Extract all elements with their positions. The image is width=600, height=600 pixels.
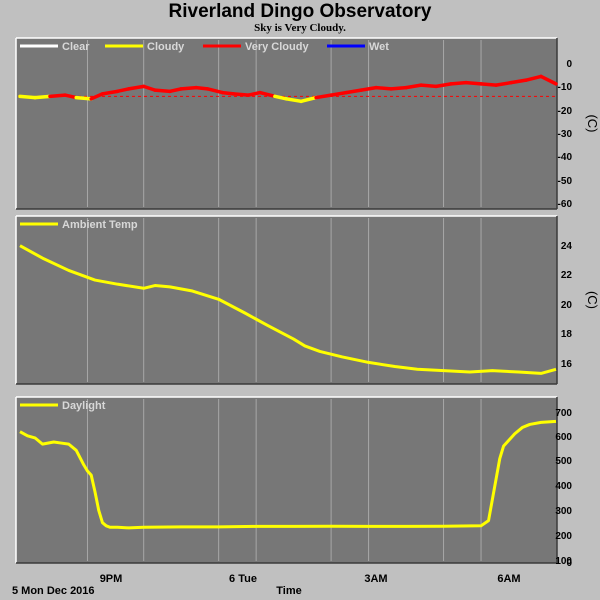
x-tick-label: 6 Tue (229, 573, 257, 585)
series-segment (464, 80, 483, 86)
series-segment (115, 87, 131, 94)
series-segment (329, 90, 348, 97)
legend-label: Ambient Temp (62, 219, 138, 231)
series-segment (153, 88, 172, 94)
y-tick-label: 18 (561, 329, 573, 340)
series-segment (284, 97, 303, 104)
y-tick-label: 400 (555, 481, 572, 492)
series-segment (494, 80, 513, 87)
y-tick-label: 600 (555, 432, 572, 443)
legend-label: Daylight (62, 400, 106, 412)
series-segment (314, 93, 333, 100)
series-segment (434, 82, 453, 89)
series-segment (374, 85, 393, 91)
y-unit-label: (C) (585, 291, 600, 309)
legend-label: Clear (62, 41, 90, 53)
series-segment (449, 80, 468, 86)
series-segment (100, 89, 120, 96)
y-unit-label: (C) (585, 114, 600, 132)
series-line (19, 419, 557, 530)
series-segment (404, 83, 423, 90)
x-axis-start-label: 5 Mon Dec 2016 (12, 585, 95, 597)
series-segment (194, 85, 210, 91)
series-segment (231, 92, 251, 97)
series-segment (509, 78, 528, 85)
y-tick-label: -50 (558, 176, 573, 187)
series-segment (389, 85, 408, 91)
series-segment (63, 93, 78, 100)
chart-title: Riverland Dingo Observatory (168, 1, 432, 22)
series-line (19, 244, 557, 375)
x-axis-label: Time (276, 585, 301, 597)
y-tick-label: 22 (561, 270, 573, 281)
y-tick-label: 0 (566, 59, 572, 70)
series-segment (33, 94, 52, 100)
series-segment (524, 74, 543, 82)
series-segment (344, 88, 363, 95)
ambient-temp-panel: 24 22 20 18 16 (C) Ambient Temp (15, 215, 600, 385)
sky-temp-panel: 0 -10 -20 -30 -40 -50 -60 (C) Clear Cloudy Very Cl… (15, 37, 600, 210)
y-tick-label: 0 (566, 558, 572, 569)
series-segment (141, 84, 157, 92)
y-tick-label: -30 (558, 129, 573, 140)
series-segment (48, 93, 67, 99)
series-segment (179, 85, 198, 91)
panel-background (16, 38, 557, 209)
y-tick-label: -10 (558, 82, 573, 93)
y-tick-label: -60 (558, 199, 573, 210)
y-tick-label: 300 (555, 506, 572, 517)
y-tick-label: 700 (555, 408, 572, 419)
series-segment (246, 90, 262, 97)
series-segment (258, 90, 277, 99)
chart-subtitle: Sky is Very Cloudy. (254, 22, 346, 34)
panel-background (16, 397, 557, 563)
series-segment (74, 95, 93, 101)
x-axis: 5 Mon Dec 2016 Time 9PM 6 Tue 3AM 6AM (12, 573, 521, 597)
panels-layer: 0 -10 -20 -30 -40 -50 -60 (C) Clear Cloudy Very Cl… (15, 37, 600, 569)
series-segment (419, 83, 438, 89)
series-segment (18, 94, 37, 100)
y-tick-label: 16 (561, 359, 573, 370)
series-segment (273, 94, 288, 101)
x-tick-label: 9PM (100, 573, 123, 585)
series-segment (359, 85, 378, 92)
legend-label: Very Cloudy (245, 41, 309, 53)
y-tick-label: 24 (561, 241, 573, 252)
y-tick-label: -20 (558, 106, 573, 117)
x-tick-label: 3AM (364, 573, 387, 585)
y-tick-label: 100 (555, 556, 572, 567)
series-segment (299, 95, 318, 104)
legend-label: Wet (369, 41, 389, 53)
series-segment (539, 74, 558, 86)
series-segment (89, 92, 105, 101)
y-tick-label: -40 (558, 152, 573, 163)
panel-background (16, 216, 557, 384)
series-segment (126, 84, 146, 91)
series-segment (220, 90, 236, 96)
series-segment (168, 87, 183, 94)
series-segment (205, 87, 225, 95)
y-tick-label: 500 (555, 456, 572, 467)
legend-label: Cloudy (147, 41, 185, 53)
x-tick-label: 6AM (497, 573, 520, 585)
series-segment (479, 82, 498, 87)
y-tick-label: 20 (561, 300, 573, 311)
y-tick-label: 200 (555, 531, 572, 542)
